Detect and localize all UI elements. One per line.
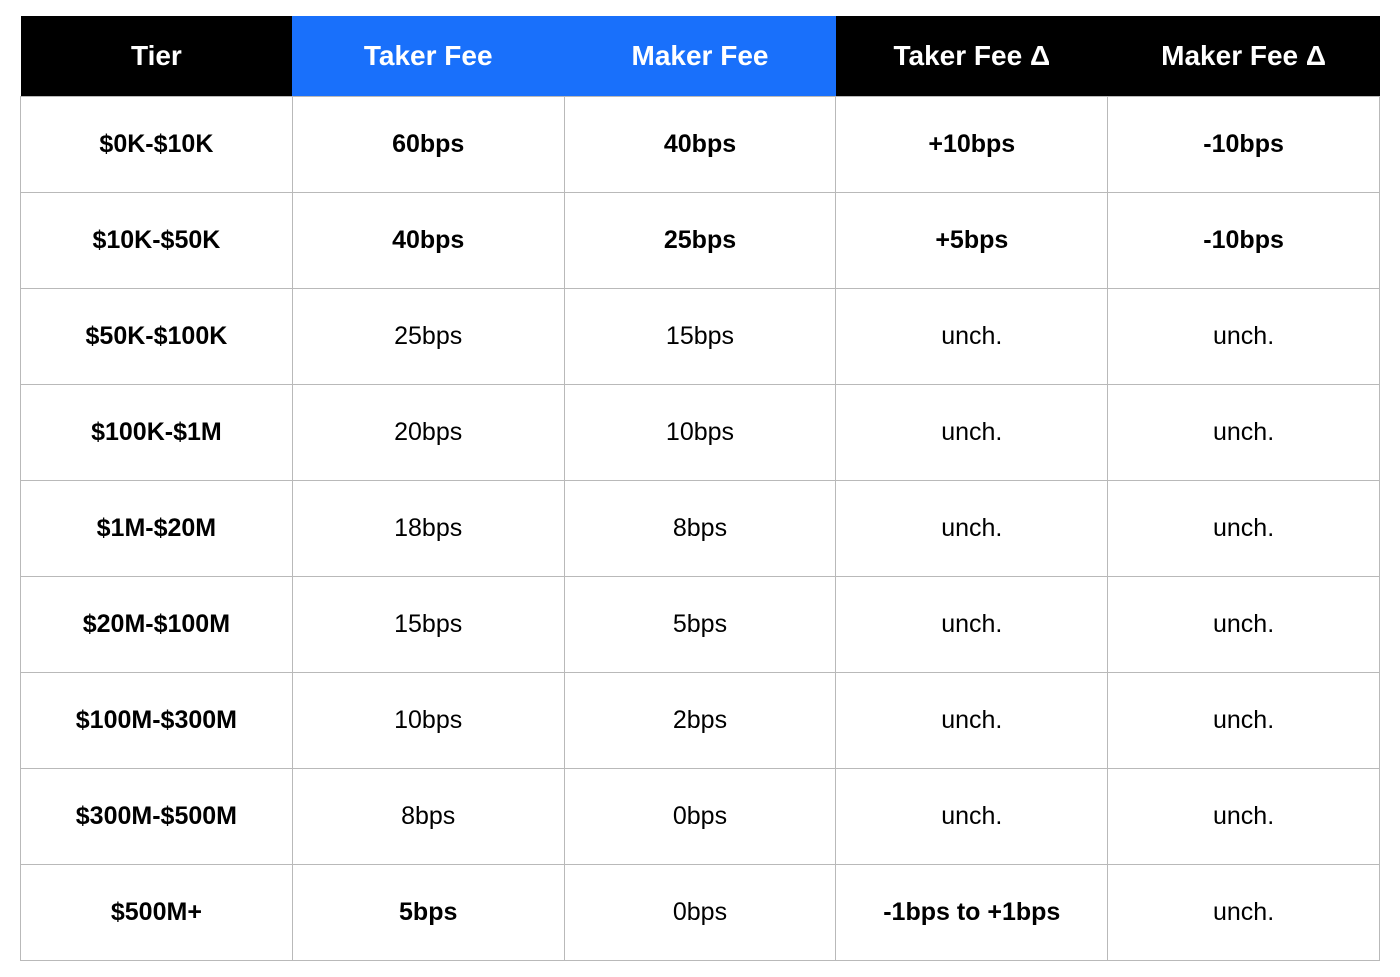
cell-maker-fee: 0bps xyxy=(564,768,836,864)
col-header-taker-delta: Taker Fee Δ xyxy=(836,16,1108,96)
cell-taker-delta: +10bps xyxy=(836,96,1108,192)
cell-tier: $50K-$100K xyxy=(21,288,293,384)
cell-taker-fee: 8bps xyxy=(292,768,564,864)
cell-maker-delta: -10bps xyxy=(1108,192,1380,288)
cell-tier: $100M-$300M xyxy=(21,672,293,768)
cell-maker-fee: 10bps xyxy=(564,384,836,480)
cell-tier: $300M-$500M xyxy=(21,768,293,864)
table-row: $100K-$1M20bps10bpsunch.unch. xyxy=(21,384,1380,480)
col-header-maker-delta: Maker Fee Δ xyxy=(1108,16,1380,96)
cell-tier: $100K-$1M xyxy=(21,384,293,480)
cell-maker-fee: 8bps xyxy=(564,480,836,576)
cell-maker-delta: unch. xyxy=(1108,864,1380,960)
cell-maker-delta: unch. xyxy=(1108,672,1380,768)
table-row: $500M+5bps0bps-1bps to +1bpsunch. xyxy=(21,864,1380,960)
cell-taker-delta: unch. xyxy=(836,288,1108,384)
table-row: $1M-$20M18bps8bpsunch.unch. xyxy=(21,480,1380,576)
cell-maker-fee: 0bps xyxy=(564,864,836,960)
fee-table-wrapper: Tier Taker Fee Maker Fee Taker Fee Δ Mak… xyxy=(0,0,1400,977)
cell-maker-delta: -10bps xyxy=(1108,96,1380,192)
cell-maker-delta: unch. xyxy=(1108,288,1380,384)
cell-maker-delta: unch. xyxy=(1108,384,1380,480)
col-header-maker-fee: Maker Fee xyxy=(564,16,836,96)
cell-tier: $10K-$50K xyxy=(21,192,293,288)
cell-tier: $20M-$100M xyxy=(21,576,293,672)
cell-taker-fee: 10bps xyxy=(292,672,564,768)
cell-taker-delta: unch. xyxy=(836,576,1108,672)
table-row: $20M-$100M15bps5bpsunch.unch. xyxy=(21,576,1380,672)
table-row: $100M-$300M10bps2bpsunch.unch. xyxy=(21,672,1380,768)
cell-tier: $1M-$20M xyxy=(21,480,293,576)
cell-taker-fee: 25bps xyxy=(292,288,564,384)
cell-tier: $500M+ xyxy=(21,864,293,960)
table-row: $0K-$10K60bps40bps+10bps-10bps xyxy=(21,96,1380,192)
cell-maker-fee: 2bps xyxy=(564,672,836,768)
cell-taker-delta: -1bps to +1bps xyxy=(836,864,1108,960)
cell-taker-delta: unch. xyxy=(836,768,1108,864)
cell-taker-fee: 15bps xyxy=(292,576,564,672)
table-row: $10K-$50K40bps25bps+5bps-10bps xyxy=(21,192,1380,288)
cell-maker-fee: 40bps xyxy=(564,96,836,192)
cell-taker-fee: 20bps xyxy=(292,384,564,480)
table-row: $300M-$500M8bps0bpsunch.unch. xyxy=(21,768,1380,864)
cell-taker-fee: 5bps xyxy=(292,864,564,960)
table-header-row: Tier Taker Fee Maker Fee Taker Fee Δ Mak… xyxy=(21,16,1380,96)
cell-taker-delta: unch. xyxy=(836,480,1108,576)
cell-taker-delta: unch. xyxy=(836,384,1108,480)
cell-tier: $0K-$10K xyxy=(21,96,293,192)
cell-taker-fee: 60bps xyxy=(292,96,564,192)
cell-maker-delta: unch. xyxy=(1108,576,1380,672)
cell-maker-fee: 5bps xyxy=(564,576,836,672)
cell-maker-delta: unch. xyxy=(1108,480,1380,576)
cell-maker-fee: 15bps xyxy=(564,288,836,384)
cell-taker-delta: +5bps xyxy=(836,192,1108,288)
col-header-taker-fee: Taker Fee xyxy=(292,16,564,96)
cell-maker-fee: 25bps xyxy=(564,192,836,288)
table-body: $0K-$10K60bps40bps+10bps-10bps$10K-$50K4… xyxy=(21,96,1380,960)
table-header: Tier Taker Fee Maker Fee Taker Fee Δ Mak… xyxy=(21,16,1380,96)
table-row: $50K-$100K25bps15bpsunch.unch. xyxy=(21,288,1380,384)
cell-maker-delta: unch. xyxy=(1108,768,1380,864)
cell-taker-fee: 40bps xyxy=(292,192,564,288)
cell-taker-delta: unch. xyxy=(836,672,1108,768)
fee-tier-table: Tier Taker Fee Maker Fee Taker Fee Δ Mak… xyxy=(20,16,1380,961)
col-header-tier: Tier xyxy=(21,16,293,96)
cell-taker-fee: 18bps xyxy=(292,480,564,576)
